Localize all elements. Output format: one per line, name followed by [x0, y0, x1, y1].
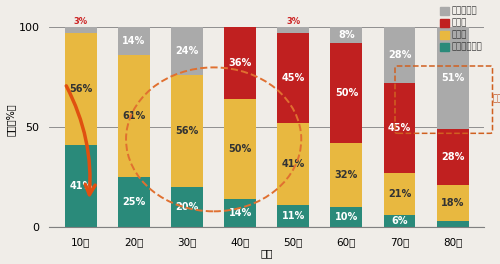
Bar	[384, 173, 416, 215]
Text: 41%: 41%	[70, 181, 92, 191]
Bar	[436, 129, 468, 185]
Bar	[171, 27, 203, 76]
Text: 14%: 14%	[122, 36, 146, 46]
Bar	[65, 27, 97, 34]
Text: 14%: 14%	[228, 208, 252, 218]
Bar	[278, 123, 309, 205]
Bar	[65, 145, 97, 227]
Bar	[118, 27, 150, 55]
Text: 20%: 20%	[176, 202, 199, 212]
Text: 3%: 3%	[74, 17, 88, 26]
Text: 32%: 32%	[335, 170, 358, 180]
Text: 28%: 28%	[388, 50, 411, 60]
Text: 11%: 11%	[282, 211, 305, 221]
Bar	[330, 207, 362, 227]
Bar	[278, 34, 309, 123]
Text: 45%: 45%	[282, 73, 305, 83]
Text: 28%: 28%	[441, 152, 464, 162]
Bar	[118, 177, 150, 227]
Text: 51%: 51%	[441, 73, 464, 83]
X-axis label: 年齢: 年齢	[260, 248, 273, 258]
Legend: 対象歯なし, 歯周炎, 歯肉炎, 健康な歯ぐき: 対象歯なし, 歯周炎, 歯肉炎, 健康な歯ぐき	[438, 5, 484, 53]
Bar	[330, 27, 362, 43]
Text: 50%: 50%	[335, 88, 358, 98]
Text: 24%: 24%	[176, 46, 199, 56]
Bar	[384, 215, 416, 227]
Text: 45%: 45%	[388, 123, 411, 133]
Bar	[65, 34, 97, 145]
Text: 10%: 10%	[335, 212, 358, 222]
Bar	[330, 143, 362, 207]
Bar	[118, 55, 150, 177]
Bar	[436, 221, 468, 227]
Text: 61%: 61%	[122, 111, 146, 121]
Bar	[330, 43, 362, 143]
Bar	[384, 83, 416, 173]
Text: 41%: 41%	[282, 159, 305, 169]
Text: 6%: 6%	[391, 216, 407, 226]
Bar	[171, 76, 203, 187]
Text: 56%: 56%	[176, 126, 199, 136]
Text: 56%: 56%	[70, 84, 92, 95]
Bar	[436, 27, 468, 129]
Y-axis label: 割合（%）: 割合（%）	[6, 103, 16, 136]
Bar	[384, 27, 416, 83]
Bar	[224, 199, 256, 227]
Text: 18%: 18%	[441, 198, 464, 208]
Bar	[224, 27, 256, 99]
Bar	[278, 27, 309, 34]
Text: 21%: 21%	[388, 189, 411, 199]
Text: 3%: 3%	[286, 17, 300, 26]
Text: 25%: 25%	[122, 197, 146, 207]
Bar	[436, 185, 468, 221]
Bar	[224, 99, 256, 199]
Text: 8%: 8%	[338, 30, 354, 40]
Bar	[278, 205, 309, 227]
Text: 36%: 36%	[228, 58, 252, 68]
Bar	[171, 187, 203, 227]
Text: 歯周病: 歯周病	[492, 95, 500, 103]
Text: 50%: 50%	[228, 144, 252, 154]
